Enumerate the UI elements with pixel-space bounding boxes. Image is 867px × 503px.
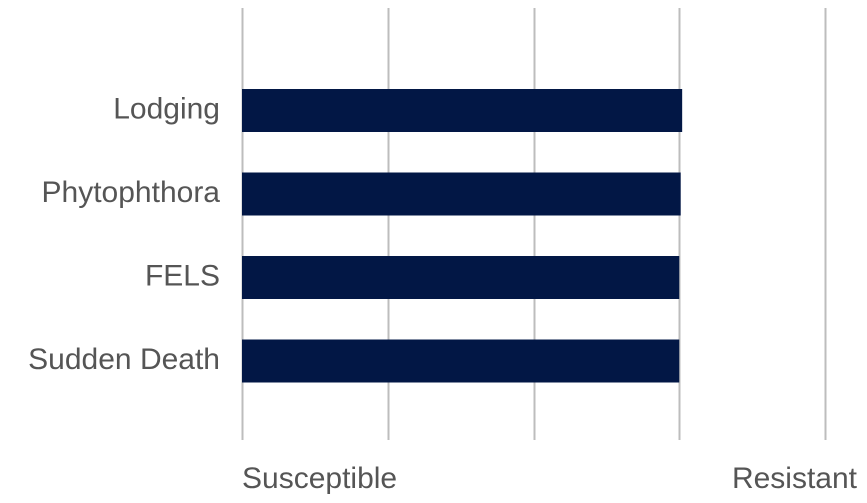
category-label-phytophthora: Phytophthora bbox=[42, 176, 221, 209]
category-label-fels: FELS bbox=[145, 259, 220, 292]
x-axis-max-label: Resistant bbox=[732, 462, 858, 495]
bar-fels bbox=[242, 256, 680, 299]
category-label-sudden-death: Sudden Death bbox=[28, 343, 220, 376]
bars bbox=[242, 89, 683, 383]
category-label-lodging: Lodging bbox=[113, 92, 220, 125]
bar-lodging bbox=[242, 89, 683, 132]
category-labels: Lodging Phytophthora FELS Sudden Death bbox=[28, 92, 220, 376]
bar-sudden-death bbox=[242, 339, 680, 383]
x-axis-labels: Susceptible Resistant bbox=[242, 462, 858, 495]
x-axis-min-label: Susceptible bbox=[242, 462, 397, 495]
bar-phytophthora bbox=[242, 172, 681, 216]
